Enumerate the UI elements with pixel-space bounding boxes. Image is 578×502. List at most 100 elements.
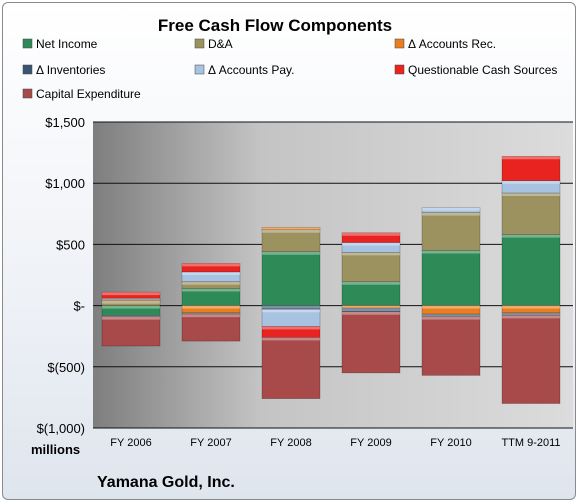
y-axis: $1,500 $1,000 $500 $- $(500) $(1,000) [37,115,85,436]
bar-segment-d-a [421,212,481,251]
legend-label-questionable-cash-sources: Questionable Cash Sources [408,63,557,77]
y-tick-label: $500 [56,237,85,252]
legend: Net Income D&A Δ Accounts Rec. Δ Inventorie… [22,37,557,101]
x-tick-label: TTM 9-2011 [501,437,560,449]
bar-segment-delta-accounts-pay [421,207,481,213]
bar-segment-highlight [182,314,240,318]
legend-swatch-delta-accounts-rec [394,38,405,49]
bar-segment-capital-expenditure [181,313,241,342]
legend-swatch-questionable-cash-sources [394,64,405,75]
bar-segment-highlight [342,242,400,246]
bar-segment-net-income [501,234,561,306]
legend-label-delta-inventories: Δ Inventories [36,63,105,77]
legend-label-capital-expenditure: Capital Expenditure [36,87,141,101]
y-tick-label: $(1,000) [37,421,85,436]
legend-swatch-delta-inventories [22,64,33,75]
bar-segment-questionable-cash-sources [101,291,161,299]
x-tick-label: FY 2007 [190,437,231,449]
bar-segment-net-income [341,281,401,306]
bar-segment-highlight [422,314,480,317]
bar-segment-highlight [262,251,320,255]
chart: Free Cash Flow Components Net Income D&A Δ… [22,16,573,491]
bar-segment-highlight [422,250,480,254]
bar-segment-highlight [262,326,320,330]
bar-segment-questionable-cash-sources [501,155,561,182]
bar-segment-d-a [501,192,561,235]
x-tick-label: FY 2009 [350,437,391,449]
legend-swatch-capital-expenditure [22,88,33,99]
bar-segment-highlight [102,315,160,317]
gridlines [93,121,573,429]
bar-segment-highlight [502,192,560,196]
bar-segment-highlight [182,312,240,315]
x-tick-label: FY 2008 [270,437,311,449]
bar-segment-capital-expenditure [501,315,561,404]
bar-segment-highlight [342,311,400,315]
y-tick-label: $1,000 [45,176,85,191]
bar-segment-highlight [182,288,240,292]
bar-segment-highlight [342,252,400,256]
bar-segment-highlight [182,263,240,267]
bar-segment-highlight [502,234,560,238]
bar-segment-d-a [341,252,401,283]
y-tick-label: $1,500 [45,115,85,130]
bar-segment-highlight [262,227,320,230]
x-tick-label: FY 2006 [110,437,151,449]
bar-segment-highlight [182,271,240,275]
legend-label-delta-accounts-pay: Δ Accounts Pay. [208,63,295,77]
bar-segment-capital-expenditure [101,316,161,347]
x-axis: FY 2006 FY 2007 FY 2008 FY 2009 FY 2010 TTM 9… [110,437,560,449]
bar-segment-highlight [502,305,560,309]
bar-segment-highlight [182,305,240,309]
bar-segment-highlight [102,298,160,300]
bar-segment-questionable-cash-sources [181,263,241,273]
legend-label-delta-accounts-rec: Δ Accounts Rec. [408,37,496,51]
bar-segment-highlight [422,316,480,320]
bars [101,155,561,404]
bar-segment-capital-expenditure [421,316,481,376]
bar-segment-highlight [102,316,160,320]
bar-segment-highlight [502,315,560,319]
chart-title: Free Cash Flow Components [158,16,392,35]
bar-segment-highlight [102,299,160,301]
plot-area [93,122,573,428]
bar-segment-delta-accounts-pay [101,297,161,300]
bar-segment-highlight [502,312,560,316]
bar-segment-capital-expenditure [341,311,401,374]
bar-segment-highlight [182,281,240,285]
bar-segment-highlight [342,281,400,285]
bar-segment-highlight [262,229,320,233]
bar-segment-net-income [261,251,321,306]
bar-segment-highlight [102,305,160,309]
bar-segment-highlight [342,308,400,312]
bar-segment-d-a [261,229,321,253]
y-tick-label: $- [73,299,85,314]
y-tick-label: $(500) [47,360,85,375]
legend-label-d-a: D&A [208,37,233,51]
bar-segment-capital-expenditure [261,337,321,399]
bar-segment-highlight [262,305,320,309]
bar-segment-highlight [342,232,400,236]
bar-segment-highlight [422,305,480,309]
bar-segment-highlight [262,309,320,313]
legend-label-net-income: Net Income [36,37,98,51]
bar-segment-highlight [422,212,480,216]
bar-segment-highlight [342,305,400,309]
bar-segment-highlight [502,180,560,184]
company-name: Yamana Gold, Inc. [97,474,235,491]
bar-segment-net-income [421,250,481,306]
legend-swatch-delta-accounts-pay [194,64,205,75]
bar-segment-questionable-cash-sources [261,326,321,338]
legend-swatch-net-income [22,38,33,49]
bar-segment-highlight [422,207,480,211]
x-tick-label: FY 2010 [430,437,471,449]
units-label: millions [31,442,80,457]
bar-segment-highlight [502,156,560,160]
bar-segment-delta-accounts-rec [261,226,321,231]
bar-segment-highlight [102,300,160,304]
bar-segment-highlight [102,292,160,296]
bar-segment-highlight [262,337,320,341]
bar-segment-questionable-cash-sources [341,232,401,243]
legend-swatch-d-a [194,38,205,49]
